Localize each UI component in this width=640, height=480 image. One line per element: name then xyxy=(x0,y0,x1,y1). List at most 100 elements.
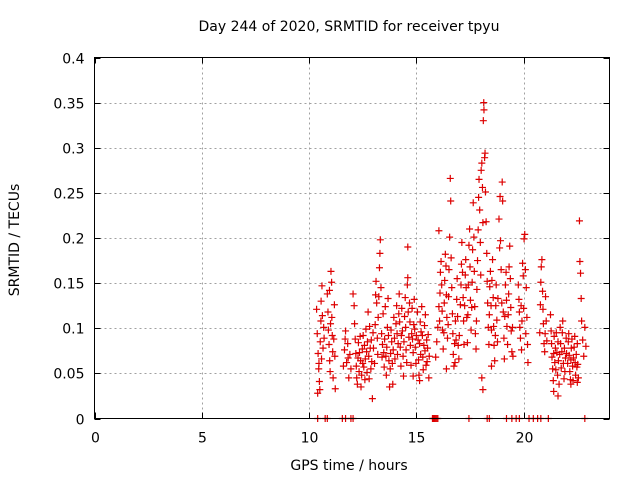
data-point xyxy=(554,371,562,379)
y-tick-label: 0 xyxy=(76,413,85,429)
data-point xyxy=(324,308,332,316)
data-point xyxy=(572,350,580,358)
data-point xyxy=(327,267,335,275)
data-point xyxy=(451,317,459,325)
data-point xyxy=(419,366,427,374)
data-point xyxy=(473,285,481,293)
data-point xyxy=(468,278,476,286)
data-point xyxy=(340,346,348,354)
data-point xyxy=(398,304,406,312)
data-point xyxy=(492,281,500,289)
data-point xyxy=(474,257,482,265)
data-point xyxy=(489,256,497,264)
data-point xyxy=(380,349,388,357)
data-point xyxy=(387,326,395,334)
data-point xyxy=(404,308,412,316)
data-point xyxy=(552,329,560,337)
data-point xyxy=(405,333,413,341)
data-point xyxy=(437,257,445,265)
data-point xyxy=(569,362,577,370)
data-point xyxy=(406,299,414,307)
y-axis-label: SRMTID / TECUs xyxy=(7,184,23,297)
data-point xyxy=(440,299,448,307)
x-tick-label: 5 xyxy=(198,431,207,447)
data-point xyxy=(391,355,399,363)
data-point xyxy=(456,301,464,309)
data-point xyxy=(317,317,325,325)
data-point xyxy=(466,263,474,271)
data-point xyxy=(342,327,350,335)
data-point xyxy=(480,106,488,114)
data-point xyxy=(315,377,323,385)
data-point xyxy=(403,281,411,289)
data-point xyxy=(314,350,322,358)
data-point xyxy=(460,317,468,325)
data-point xyxy=(404,274,412,282)
data-point xyxy=(313,330,321,338)
data-point xyxy=(543,337,551,345)
data-point xyxy=(490,322,498,330)
data-point xyxy=(406,341,414,349)
y-tick-label: 0.25 xyxy=(53,187,84,203)
data-point xyxy=(479,219,487,227)
data-point xyxy=(566,368,574,376)
data-point xyxy=(452,336,460,344)
data-point xyxy=(353,374,361,382)
data-point xyxy=(363,368,371,376)
data-point xyxy=(453,275,461,283)
data-point xyxy=(479,117,487,125)
data-point xyxy=(398,327,406,335)
data-point xyxy=(316,386,324,394)
data-point xyxy=(559,317,567,325)
data-point xyxy=(318,282,326,290)
data-point xyxy=(380,363,388,371)
data-point xyxy=(499,197,507,205)
data-point xyxy=(436,317,444,325)
data-point xyxy=(457,260,465,268)
data-point xyxy=(464,311,472,319)
data-point xyxy=(509,352,517,360)
data-point xyxy=(400,372,407,380)
data-point xyxy=(483,249,491,257)
data-point xyxy=(358,345,366,353)
data-point xyxy=(455,331,463,339)
data-point xyxy=(560,375,568,383)
plot-frame xyxy=(94,57,610,419)
data-point xyxy=(522,284,530,292)
data-point xyxy=(421,311,429,319)
data-point xyxy=(401,294,409,302)
data-point xyxy=(505,290,513,298)
data-point xyxy=(350,302,358,310)
data-point xyxy=(358,371,366,379)
data-point xyxy=(557,340,565,348)
data-point xyxy=(468,303,476,311)
data-point xyxy=(359,359,367,367)
data-point xyxy=(469,246,477,254)
x-tick-label: 10 xyxy=(301,431,319,447)
data-point xyxy=(562,354,570,362)
data-point xyxy=(408,330,416,338)
data-point xyxy=(489,294,497,302)
data-point xyxy=(384,294,392,302)
data-point xyxy=(363,348,371,356)
data-point xyxy=(570,343,578,351)
data-point xyxy=(541,348,549,356)
data-point xyxy=(576,257,584,265)
data-point xyxy=(393,330,401,338)
data-point xyxy=(420,341,428,349)
data-point xyxy=(419,353,427,361)
data-point xyxy=(341,335,349,343)
data-point xyxy=(537,278,545,286)
data-point xyxy=(402,346,410,354)
data-point xyxy=(455,355,463,363)
data-point xyxy=(378,330,386,338)
data-point xyxy=(376,236,384,244)
data-point xyxy=(550,350,558,358)
data-point xyxy=(375,293,383,301)
data-point xyxy=(538,256,546,264)
data-point xyxy=(325,286,333,294)
data-point xyxy=(444,321,452,329)
data-point xyxy=(417,328,425,336)
data-point xyxy=(509,323,517,331)
data-point xyxy=(461,302,469,310)
